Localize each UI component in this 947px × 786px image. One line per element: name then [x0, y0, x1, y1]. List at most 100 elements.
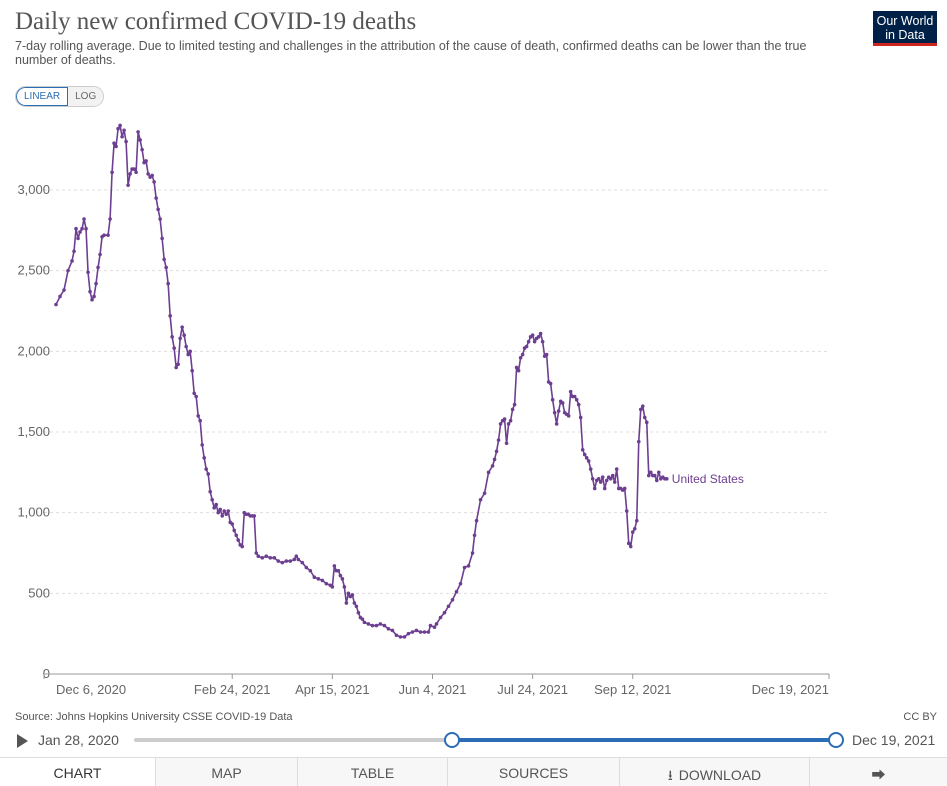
data-point[interactable] — [206, 472, 210, 476]
data-point[interactable] — [652, 473, 657, 478]
data-point[interactable] — [470, 551, 475, 555]
data-point[interactable] — [288, 559, 293, 563]
data-point[interactable] — [156, 207, 160, 212]
data-point[interactable] — [236, 538, 241, 542]
data-point[interactable] — [598, 480, 603, 484]
timeline-start-handle[interactable] — [444, 732, 460, 748]
data-point[interactable] — [442, 610, 447, 615]
data-point[interactable] — [232, 528, 237, 533]
data-point[interactable] — [114, 144, 118, 149]
data-point[interactable] — [510, 407, 515, 412]
data-point[interactable] — [644, 420, 649, 425]
data-point[interactable] — [656, 470, 661, 475]
data-point[interactable] — [614, 467, 619, 471]
data-point[interactable] — [106, 233, 110, 237]
data-point[interactable] — [524, 344, 529, 349]
data-point[interactable] — [234, 533, 239, 538]
data-point[interactable] — [486, 470, 491, 475]
data-point[interactable] — [588, 467, 593, 471]
data-point[interactable] — [152, 180, 156, 184]
data-point[interactable] — [454, 589, 459, 594]
data-point[interactable] — [506, 422, 511, 426]
data-point[interactable] — [70, 259, 74, 263]
data-point[interactable] — [338, 573, 343, 578]
data-point[interactable] — [502, 417, 507, 421]
data-point[interactable] — [526, 339, 531, 344]
data-point[interactable] — [446, 604, 451, 609]
data-point[interactable] — [518, 355, 523, 360]
data-point[interactable] — [316, 577, 321, 581]
data-point[interactable] — [450, 597, 455, 602]
data-point[interactable] — [170, 335, 174, 339]
data-point[interactable] — [144, 159, 148, 163]
data-point[interactable] — [532, 339, 537, 344]
data-point[interactable] — [58, 294, 62, 299]
tab-map[interactable]: MAP — [156, 758, 298, 786]
data-point[interactable] — [504, 441, 509, 446]
data-point[interactable] — [220, 514, 225, 518]
data-point[interactable] — [538, 331, 543, 336]
data-point[interactable] — [108, 217, 112, 221]
data-point[interactable] — [478, 497, 483, 502]
data-point[interactable] — [118, 123, 122, 128]
data-point[interactable] — [638, 407, 643, 412]
data-point[interactable] — [134, 170, 138, 175]
data-point[interactable] — [342, 585, 347, 589]
data-point[interactable] — [508, 418, 513, 423]
data-point[interactable] — [494, 449, 499, 454]
data-point[interactable] — [62, 288, 66, 292]
series-label[interactable]: United States — [672, 472, 744, 486]
data-point[interactable] — [626, 541, 631, 546]
data-point[interactable] — [642, 415, 647, 420]
data-point[interactable] — [164, 265, 168, 270]
data-point[interactable] — [640, 404, 645, 408]
data-point[interactable] — [66, 268, 70, 273]
tab-sources[interactable]: SOURCES — [448, 758, 620, 786]
data-point[interactable] — [512, 402, 517, 407]
data-point[interactable] — [394, 633, 399, 638]
data-point[interactable] — [182, 333, 186, 338]
data-point[interactable] — [122, 128, 126, 133]
data-point[interactable] — [406, 631, 411, 636]
source-note[interactable]: Source: Johns Hopkins University CSSE CO… — [15, 711, 293, 723]
data-point[interactable] — [168, 314, 172, 318]
data-point[interactable] — [176, 362, 180, 367]
data-point[interactable] — [356, 610, 361, 615]
data-point[interactable] — [154, 196, 158, 200]
data-point[interactable] — [576, 402, 581, 407]
data-point[interactable] — [428, 623, 433, 628]
data-point[interactable] — [554, 422, 559, 426]
data-point[interactable] — [86, 270, 90, 275]
data-point[interactable] — [212, 506, 217, 510]
data-point[interactable] — [636, 439, 641, 444]
data-point[interactable] — [520, 352, 525, 357]
data-point[interactable] — [596, 476, 601, 481]
data-point[interactable] — [544, 352, 549, 357]
data-point[interactable] — [584, 456, 589, 460]
data-point[interactable] — [340, 577, 345, 581]
data-point[interactable] — [120, 134, 124, 139]
data-point[interactable] — [116, 126, 120, 131]
data-point[interactable] — [536, 335, 541, 339]
data-point[interactable] — [312, 575, 317, 579]
data-point[interactable] — [466, 564, 471, 568]
data-point[interactable] — [600, 475, 605, 479]
data-point[interactable] — [586, 459, 591, 463]
data-point[interactable] — [128, 172, 132, 176]
data-point[interactable] — [366, 622, 371, 626]
data-point[interactable] — [210, 497, 215, 502]
linear-scale-button[interactable]: LINEAR — [16, 87, 69, 106]
data-point[interactable] — [330, 585, 335, 589]
data-point[interactable] — [344, 601, 349, 605]
play-icon[interactable] — [17, 734, 28, 748]
data-point[interactable] — [272, 556, 277, 560]
data-point[interactable] — [556, 409, 561, 413]
data-point[interactable] — [216, 510, 221, 515]
data-point[interactable] — [350, 593, 355, 597]
data-point[interactable] — [474, 518, 479, 523]
data-point[interactable] — [548, 381, 553, 386]
data-point[interactable] — [252, 514, 257, 518]
data-point[interactable] — [610, 473, 615, 478]
data-point[interactable] — [604, 478, 609, 483]
data-point[interactable] — [382, 623, 387, 628]
